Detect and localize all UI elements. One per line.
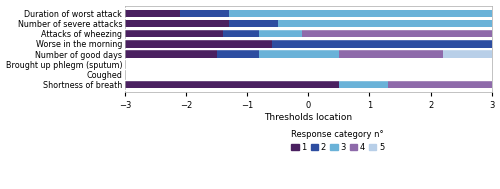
Bar <box>125 81 339 88</box>
Bar <box>125 30 223 37</box>
Bar <box>229 20 278 27</box>
Bar <box>229 9 492 17</box>
Bar <box>125 50 216 58</box>
Bar <box>125 40 272 47</box>
Bar <box>443 50 492 58</box>
Bar <box>339 50 443 58</box>
Bar <box>339 81 388 88</box>
Bar <box>278 20 302 27</box>
Bar <box>302 20 492 27</box>
Bar <box>125 9 180 17</box>
X-axis label: Thresholds location: Thresholds location <box>264 113 352 122</box>
Bar <box>272 40 492 47</box>
Bar <box>216 50 260 58</box>
Bar <box>180 9 229 17</box>
Legend: 1, 2, 3, 4, 5: 1, 2, 3, 4, 5 <box>291 129 384 152</box>
Bar <box>302 30 492 37</box>
Bar <box>388 81 492 88</box>
Bar <box>223 30 260 37</box>
Bar <box>260 30 302 37</box>
Bar <box>125 20 229 27</box>
Bar <box>260 50 339 58</box>
